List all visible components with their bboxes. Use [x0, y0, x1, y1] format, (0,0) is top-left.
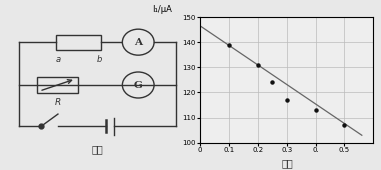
Text: a: a: [55, 55, 61, 64]
Bar: [56, 35, 101, 50]
Circle shape: [122, 29, 154, 55]
Bar: [37, 77, 78, 93]
Y-axis label: I₁/μA: I₁/μA: [152, 5, 172, 14]
Text: b: b: [96, 55, 102, 64]
Text: G: G: [134, 81, 142, 89]
Text: 图乙: 图乙: [282, 158, 293, 168]
Circle shape: [122, 72, 154, 98]
Text: R: R: [55, 98, 61, 107]
Text: A: A: [134, 38, 142, 47]
X-axis label: I₂/A: I₂/A: [380, 153, 381, 162]
Text: 图甲: 图甲: [91, 144, 103, 154]
